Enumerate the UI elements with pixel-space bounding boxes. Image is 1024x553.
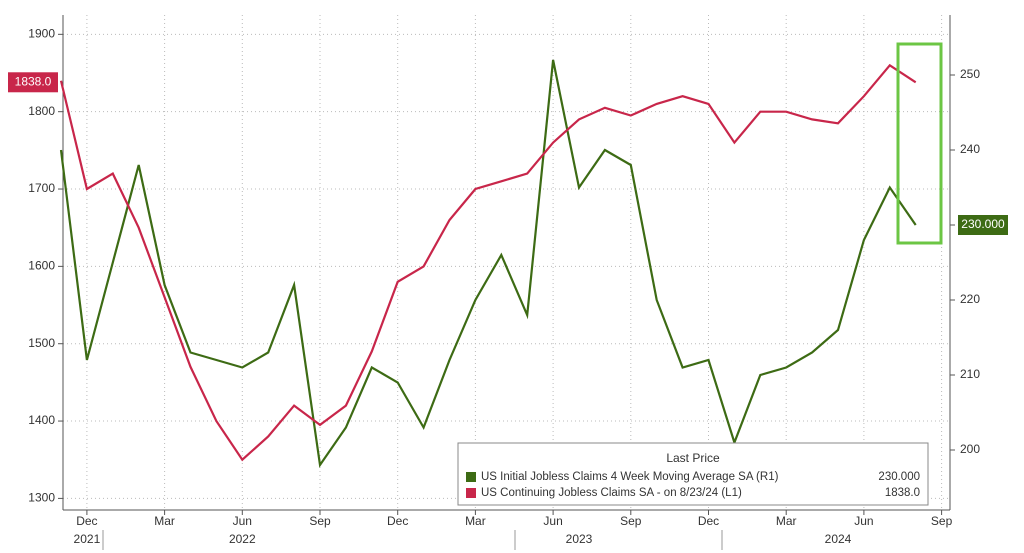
year-label: 2022 [229,532,256,546]
x-tick-label: Jun [543,514,562,528]
x-tick-label: Mar [776,514,797,528]
legend-title: Last Price [666,451,720,465]
legend-label: US Initial Jobless Claims 4 Week Moving … [481,471,779,483]
x-tick-label: Dec [76,514,97,528]
y-tick-label: 1400 [28,413,55,427]
y2-tick-label: 210 [960,367,980,381]
x-tick-label: Dec [698,514,719,528]
y-tick-label: 1600 [28,259,55,273]
x-tick-label: Jun [854,514,873,528]
x-tick-label: Jun [233,514,252,528]
highlight-box [896,42,943,245]
y2-tick-label: 250 [960,67,980,81]
legend-label: US Continuing Jobless Claims SA - on 8/2… [481,487,742,499]
y-tick-label: 1700 [28,181,55,195]
legend: Last Price US Initial Jobless Claims 4 We… [457,442,929,506]
y-tick-label: 1500 [28,336,55,350]
legend-value: 1838.0 [885,487,920,499]
last-value-label: 230.000 [961,217,1005,231]
y2-tick-label: 220 [960,292,980,306]
y2-tick-label: 240 [960,142,980,156]
year-label: 2024 [825,532,852,546]
year-label: 2023 [566,532,593,546]
last-value-tag: 230.000 [958,215,1008,235]
y-tick-label: 1900 [28,27,55,41]
x-tick-label: Sep [309,514,331,528]
last-value-box [958,215,1008,235]
legend-box [457,442,929,506]
legend-swatch [466,488,476,498]
last-value-label: 1838.0 [15,74,52,88]
x-tick-label: Sep [620,514,642,528]
series-line [59,59,917,468]
legend-value: 230.000 [878,471,920,483]
series-line [59,63,917,462]
y-tick-label: 1300 [28,491,55,505]
last-value-tag: 1838.0 [8,72,58,93]
y2-tick-label: 200 [960,442,980,456]
last-value-box [8,72,58,93]
x-tick-label: Dec [387,514,408,528]
x-tick-label: Sep [931,514,953,528]
x-tick-label: Mar [465,514,486,528]
x-tick-label: Mar [154,514,175,528]
year-label: 2021 [74,532,101,546]
y-tick-label: 1800 [28,104,55,118]
legend-swatch [466,472,476,482]
